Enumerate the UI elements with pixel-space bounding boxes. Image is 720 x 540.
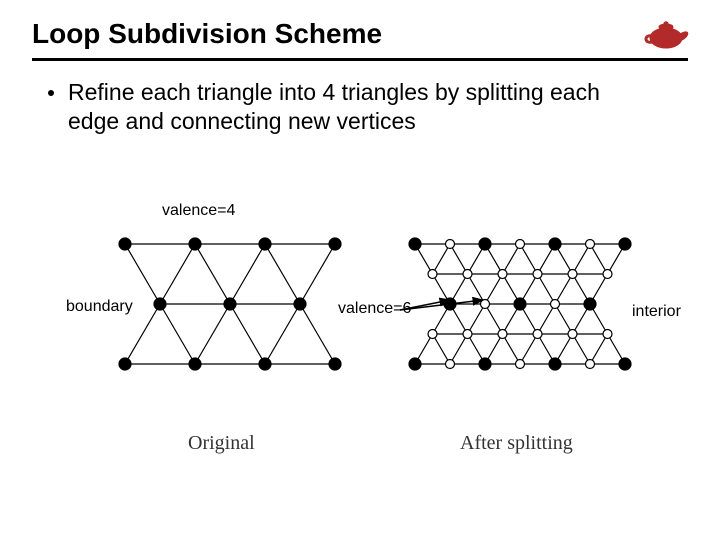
teapot-icon — [640, 14, 692, 52]
title-underline — [32, 58, 688, 61]
bullet-dot-icon — [48, 90, 54, 96]
bullet-text: Refine each triangle into 4 triangles by… — [68, 78, 628, 136]
label-valence4: valence=4 — [162, 202, 235, 220]
page-title: Loop Subdivision Scheme — [32, 18, 382, 50]
caption-original: Original — [188, 432, 255, 455]
caption-after: After splitting — [460, 432, 573, 455]
diagram-original — [110, 230, 350, 380]
diagram-after-splitting — [400, 230, 640, 380]
bullet-item: Refine each triangle into 4 triangles by… — [48, 78, 628, 136]
